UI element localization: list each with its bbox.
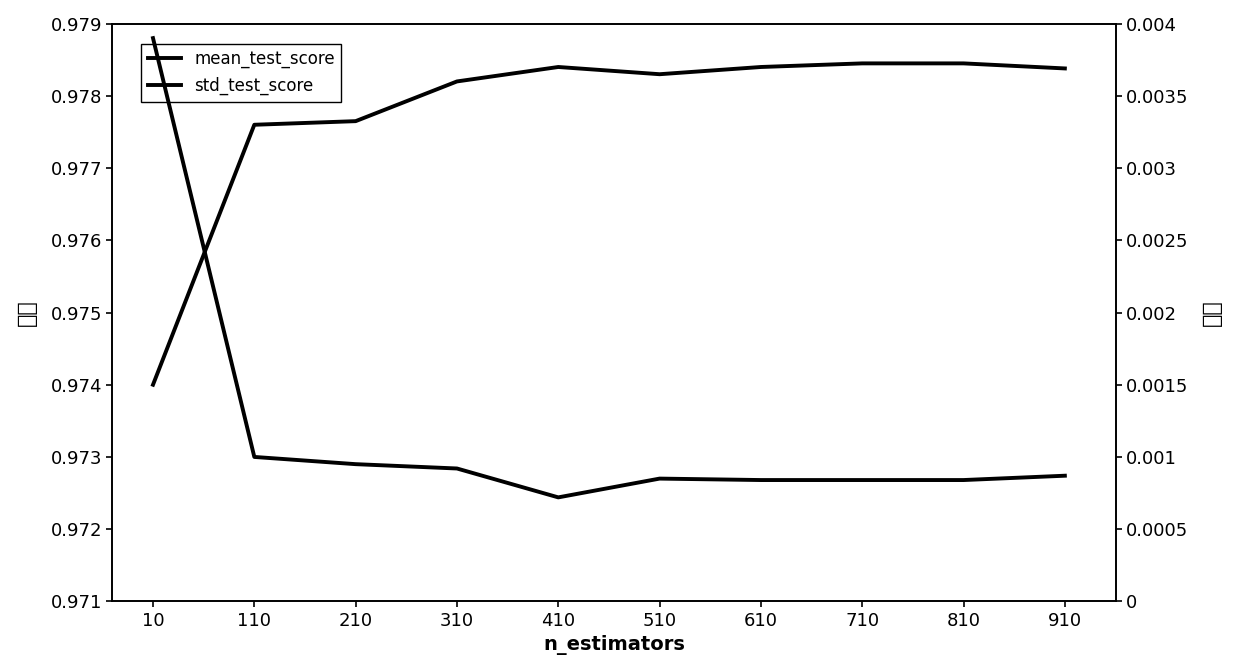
mean_test_score <box>247 121 261 129</box>
std_test_score <box>753 476 768 484</box>
Legend: mean_test_score, std_test_score: mean_test_score, std_test_score <box>141 44 342 101</box>
std_test_score <box>450 464 465 472</box>
std_test_score <box>551 493 566 501</box>
std_test_score <box>1057 472 1072 480</box>
std_test_score <box>348 460 363 468</box>
mean_test_score <box>1057 65 1072 73</box>
Y-axis label: 方差: 方差 <box>1202 299 1223 326</box>
std_test_score <box>957 476 971 484</box>
mean_test_score <box>652 70 667 78</box>
mean_test_score <box>145 381 160 389</box>
mean_test_score <box>450 77 465 85</box>
mean_test_score <box>957 59 971 67</box>
mean_test_score <box>348 117 363 125</box>
std_test_score <box>855 476 870 484</box>
std_test_score <box>145 34 160 42</box>
X-axis label: n_estimators: n_estimators <box>543 635 685 655</box>
mean_test_score <box>753 63 768 71</box>
std_test_score <box>247 453 261 461</box>
Line: mean_test_score: mean_test_score <box>152 63 1064 385</box>
std_test_score <box>652 474 667 482</box>
Y-axis label: 分数: 分数 <box>16 299 37 326</box>
Line: std_test_score: std_test_score <box>152 38 1064 497</box>
mean_test_score <box>855 59 870 67</box>
mean_test_score <box>551 63 566 71</box>
